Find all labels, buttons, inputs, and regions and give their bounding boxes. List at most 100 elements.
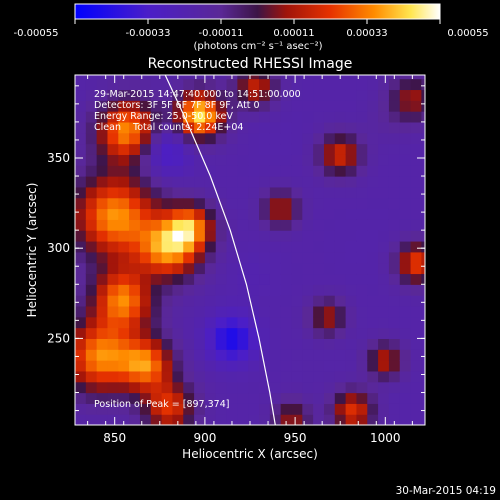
heatmap-cell [226,284,238,296]
heatmap-cell [313,338,325,350]
heatmap-cell [378,219,390,231]
heatmap-cell [334,403,347,415]
heatmap-cell [194,176,206,188]
heatmap-cell [323,403,336,415]
heatmap-cell [388,338,401,350]
x-tick-label: 850 [103,431,126,445]
heatmap-cell [204,392,217,404]
heatmap-cell [259,392,271,404]
heatmap-cell [323,262,336,275]
heatmap-cell [75,100,87,112]
heatmap-cell [183,273,195,285]
heatmap-cell [291,262,303,275]
heatmap-cell [356,100,368,112]
heatmap-cell [139,111,152,123]
heatmap-cell [118,100,130,112]
heatmap-cell [215,305,228,318]
heatmap-cell [334,284,347,296]
heatmap-cell [96,121,109,134]
heatmap-cell [204,251,217,264]
heatmap-cell [161,100,174,112]
heatmap-cell [356,251,368,264]
heatmap-cell [345,165,358,177]
heatmap-cell [85,305,98,318]
heatmap-cell [302,143,314,155]
heatmap-cell [85,121,98,134]
heatmap-cell [248,186,260,199]
heatmap-cell [334,316,347,329]
heatmap-cell [215,176,228,188]
colorbar [74,3,441,20]
heatmap-cell [118,262,130,275]
heatmap-cell [313,273,325,285]
heatmap-cell [194,219,206,231]
heatmap-cell [215,230,228,242]
heatmap-cell [291,316,303,329]
heatmap-cell [313,360,325,372]
heatmap-cell [150,219,163,231]
heatmap-cell [259,154,271,166]
heatmap-cell [150,240,163,253]
heatmap-cell [75,316,87,329]
heatmap-cell [85,89,98,101]
heatmap-cell [204,284,217,296]
heatmap-cell [378,295,390,307]
heatmap-cell [280,219,293,231]
heatmap-cell [378,78,390,91]
heatmap-cell [269,338,282,350]
heatmap-cell [150,262,163,275]
heatmap-cell [313,414,325,425]
heatmap-cell [334,273,347,285]
heatmap-cell [421,414,425,425]
heatmap-cell [129,186,141,199]
heatmap-cell [269,251,282,264]
heatmap-cell [107,230,119,242]
heatmap-cell [226,381,238,394]
heatmap-cell [421,111,425,123]
heatmap-cell [399,370,412,383]
heatmap-cell [161,89,174,101]
heatmap-cell [139,100,152,112]
heatmap-cell [367,349,379,361]
heatmap-cell [194,208,206,220]
heatmap-cell [269,273,282,285]
heatmap-cell [280,251,293,264]
heatmap-cell [118,414,130,425]
heatmap-cell [215,111,228,123]
heatmap-cell [345,414,358,425]
heatmap-cell [345,370,358,383]
heatmap-cell [323,186,336,199]
heatmap-cell [248,208,260,220]
heatmap-cell [194,305,206,318]
heatmap-cell [291,273,303,285]
heatmap-cell [118,349,130,361]
heatmap-cell [410,75,422,80]
heatmap-cell [399,230,412,242]
heatmap-cell [75,273,87,285]
heatmap-cell [399,262,412,275]
heatmap-cell [291,78,303,91]
heatmap-cell [118,360,130,372]
heatmap-cell [291,143,303,155]
heatmap-cell [85,327,98,339]
heatmap-cell [172,208,184,220]
heatmap-cell [378,100,390,112]
heatmap-cell [280,392,293,404]
heatmap-cell [215,219,228,231]
heatmap-image [75,75,425,425]
heatmap-cell [107,100,119,112]
heatmap-cell [302,154,314,166]
heatmap-cell [237,349,249,361]
heatmap-cell [345,186,358,199]
heatmap-cell [183,403,195,415]
chart-title: Reconstructed RHESSI Image [148,56,353,72]
heatmap-cell [269,75,282,80]
heatmap-cell [248,143,260,155]
heatmap-cell [248,89,260,101]
heatmap-cell [183,360,195,372]
heatmap-cell [356,121,368,134]
heatmap-cell [291,165,303,177]
heatmap-cell [280,89,293,101]
heatmap-cell [129,154,141,166]
heatmap-cell [334,370,347,383]
